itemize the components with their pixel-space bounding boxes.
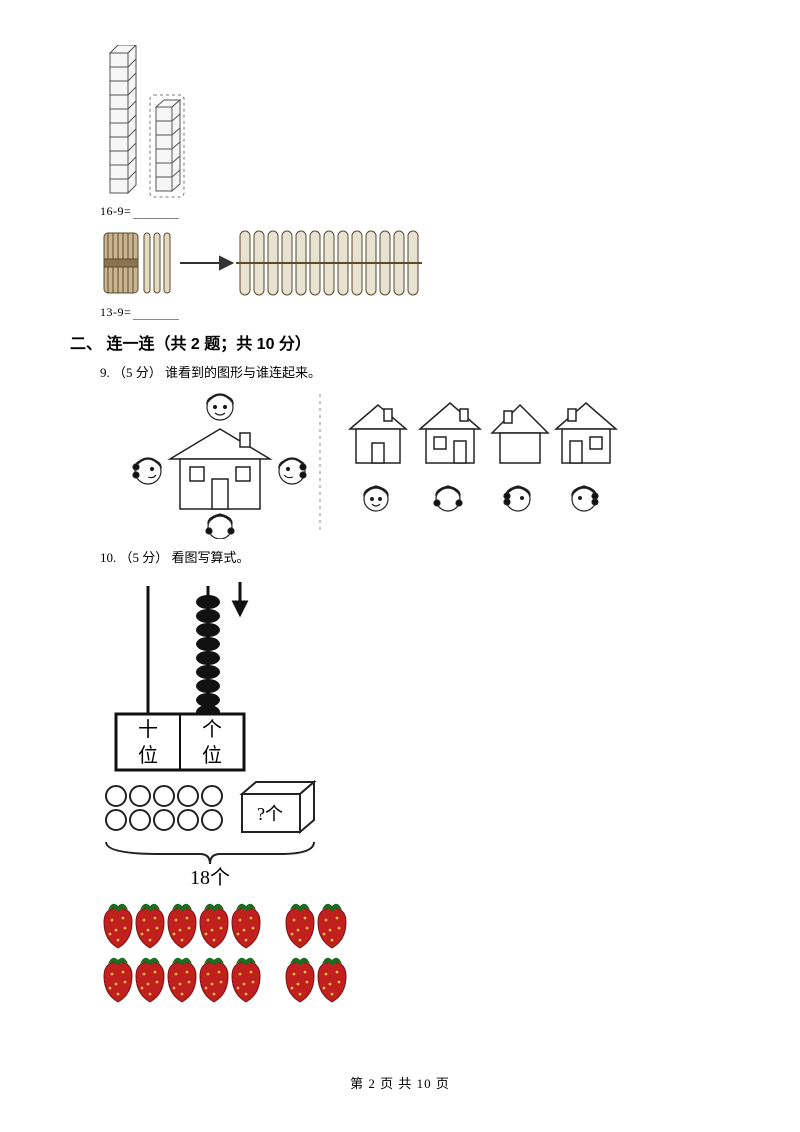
abacus-bl: 位 [138,744,158,767]
box-text: ?个 [257,804,283,824]
blocks-svg [100,45,220,200]
footer-prefix: 第 [350,1076,368,1091]
q9-figure [100,389,730,539]
brace-text: 18个 [190,866,230,889]
footer-current: 2 [368,1076,376,1091]
q2-equation: 13-9= [100,305,131,319]
q10-label: 10. （5 分） 看图写算式。 [100,547,730,566]
abacus-svg: 十 个 位 位 [100,574,270,774]
sticks-svg [100,225,440,301]
q2-blank [133,308,179,320]
page: 16-9= [0,0,800,1132]
footer-total: 10 [417,1076,432,1091]
q10-circles-figure: ?个 18个 [100,780,730,890]
abacus-tr: 个 [202,718,222,741]
abacus-tl: 十 [138,718,158,741]
q2-sticks-figure [100,225,730,301]
strawberries-svg [100,898,400,1008]
section2-heading: 二、 连一连（共 2 题；共 10 分） [70,330,730,354]
q1-blank [133,207,179,219]
q1-blocks-figure [100,45,730,200]
q9-label: 9. （5 分） 谁看到的图形与谁连起来。 [100,362,730,381]
abacus-br: 位 [202,744,222,767]
footer-mid: 页 共 [376,1076,417,1091]
q9-svg [100,389,620,539]
q1-equation-row: 16-9= [100,204,730,219]
circles-svg: ?个 18个 [100,780,360,890]
q1-equation: 16-9= [100,204,131,218]
q2-equation-row: 13-9= [100,305,730,320]
page-footer: 第 2 页 共 10 页 [0,1073,800,1092]
footer-suffix: 页 [432,1076,450,1091]
q10-abacus-figure: 十 个 位 位 [100,574,730,774]
q10-strawberries-figure [100,898,730,1008]
